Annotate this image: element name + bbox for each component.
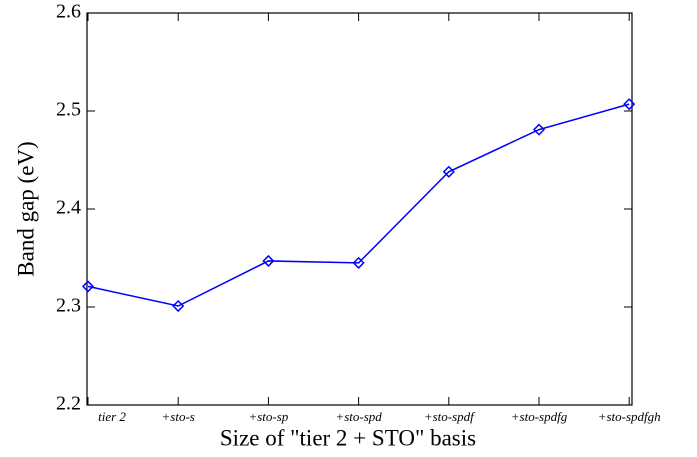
x-tick-label: +sto-spdfgh: [598, 409, 661, 424]
y-tick-label: 2.4: [56, 197, 81, 219]
series-line: [87, 103, 630, 307]
marker: [262, 254, 275, 268]
y-axis-label: Band gap (eV): [13, 141, 38, 276]
x-tick-label: tier 2: [98, 409, 126, 424]
y-tick-label: 2.5: [56, 99, 81, 121]
y-tick-label: 2.2: [56, 393, 81, 415]
x-tick-label: +sto-spd: [335, 409, 382, 424]
y-tick-label: 2.3: [56, 295, 81, 317]
marker: [532, 123, 546, 136]
x-axis-label: Size of "tier 2 + STO" basis: [220, 425, 476, 450]
marker: [352, 256, 365, 269]
x-tick-label: +sto-spdf: [424, 409, 476, 424]
marker: [81, 280, 95, 293]
x-tick-label: +sto-sp: [248, 409, 288, 424]
y-tick-label: 2.6: [56, 1, 81, 23]
marker: [442, 165, 455, 178]
x-tick-label: +sto-spdfg: [511, 409, 568, 424]
marker: [172, 299, 185, 313]
x-tick-label: +sto-s: [162, 409, 195, 424]
marker: [623, 98, 636, 111]
plot-frame: [86, 12, 633, 406]
